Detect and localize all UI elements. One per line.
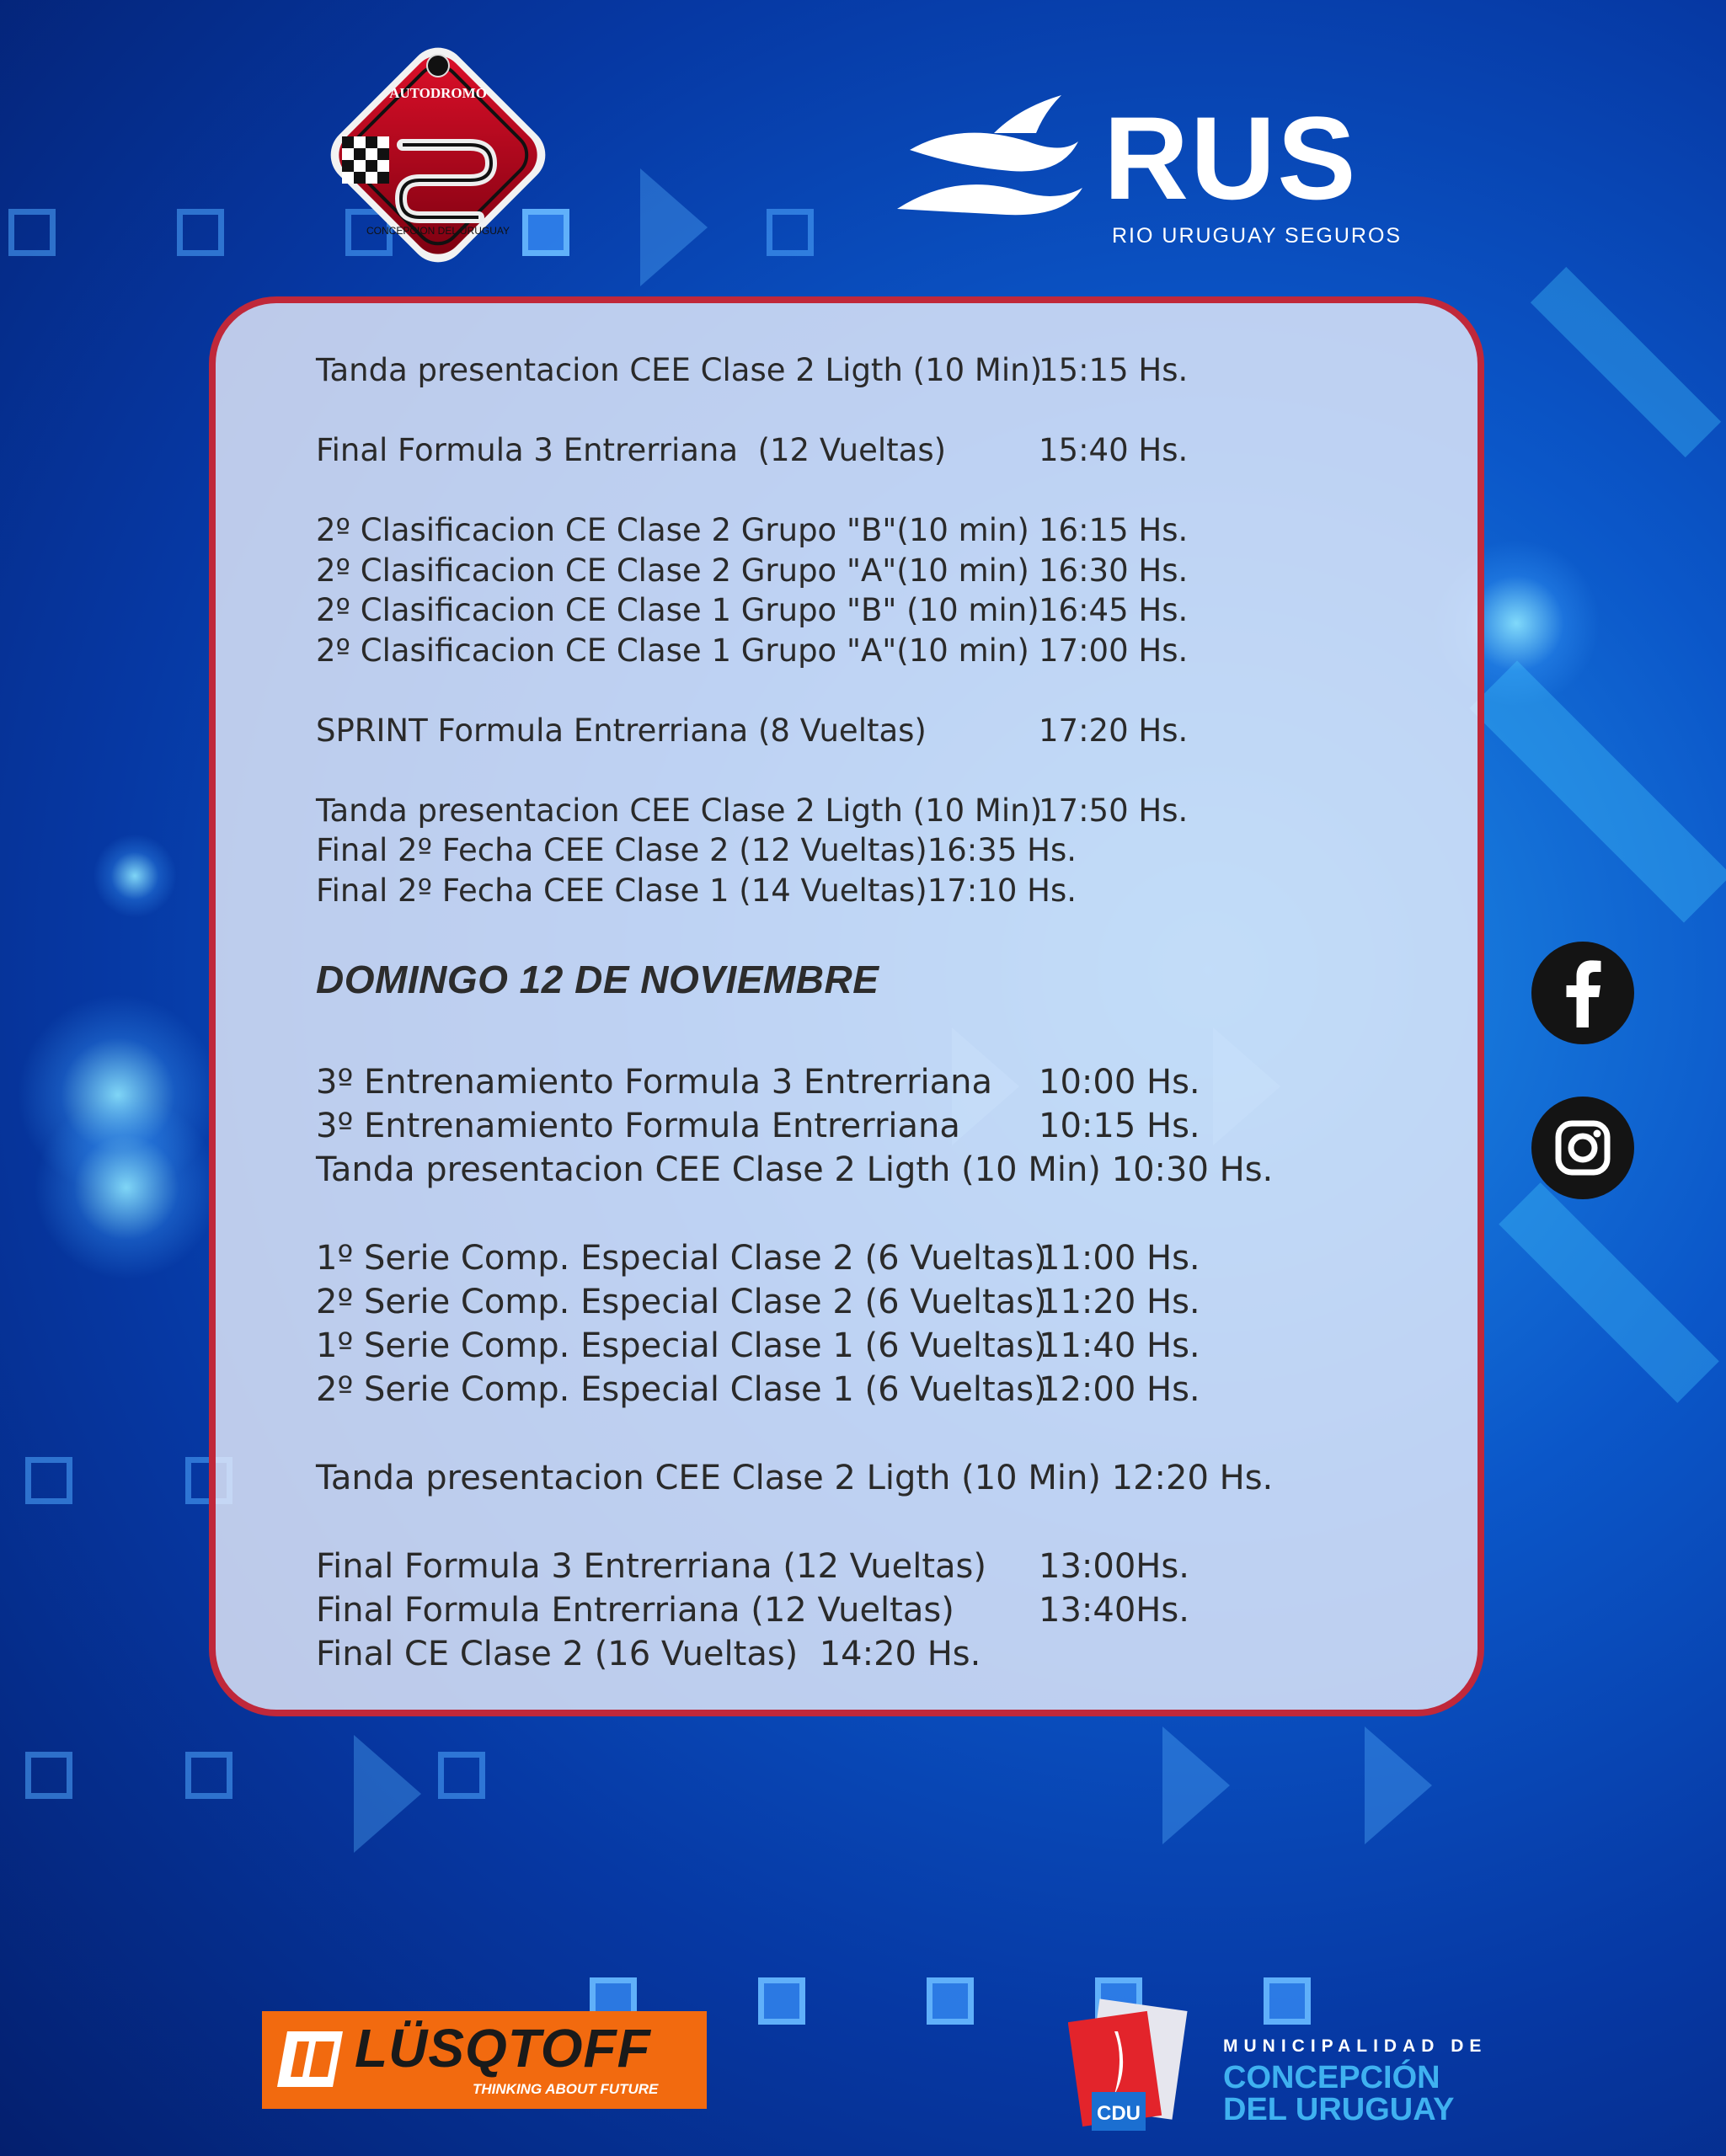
schedule-time: 13:00Hs. — [1039, 1547, 1189, 1586]
schedule-event: Final Formula Entrerriana (12 Vueltas) — [316, 1591, 954, 1630]
municipality-line3: DEL URUGUAY — [1223, 2092, 1455, 2127]
autodromo-logo: AUTODROMO CONCEPCION DEL URUGUAY — [318, 35, 558, 275]
schedule-event: Final 2º Fecha CEE Clase 2 (12 Vueltas)1… — [316, 832, 1077, 868]
schedule-time: 16:30 Hs. — [1039, 552, 1189, 589]
municipality-badge-text: CDU — [1097, 2102, 1141, 2125]
schedule-event: 3º Entrenamiento Formula Entrerriana — [316, 1107, 960, 1145]
municipality-logo-text: MUNICIPALIDAD DE CONCEPCIÓN DEL URUGUAY — [1223, 2036, 1487, 2126]
schedule-event: Final 2º Fecha CEE Clase 1 (14 Vueltas)1… — [316, 873, 1077, 909]
schedule-time: 13:40Hs. — [1039, 1591, 1189, 1630]
schedule-time: 15:15 Hs. — [1039, 352, 1189, 388]
municipality-line1: MUNICIPALIDAD DE — [1223, 2036, 1488, 2056]
schedule-time: 15:40 Hs. — [1039, 432, 1189, 468]
schedule-time: 11:40 Hs. — [1039, 1326, 1200, 1365]
schedule-time: 10:00 Hs. — [1039, 1063, 1200, 1102]
schedule-event: Tanda presentacion CEE Clase 2 Ligth (10… — [316, 1459, 1274, 1497]
schedule-event: 3º Entrenamiento Formula 3 Entrerriana — [316, 1063, 993, 1102]
rus-wave-icon — [897, 95, 1082, 216]
schedule-time: 11:00 Hs. — [1039, 1239, 1200, 1278]
schedule-event: Tanda presentacion CEE Clase 2 Ligth (10… — [316, 792, 1043, 829]
schedule-event: 1º Serie Comp. Especial Clase 1 (6 Vuelt… — [316, 1326, 1047, 1365]
schedule-time: 10:15 Hs. — [1039, 1107, 1200, 1145]
schedule-event: Final CE Clase 2 (16 Vueltas) 14:20 Hs. — [316, 1635, 981, 1673]
schedule-event: 2º Clasificacion CE Clase 1 Grupo "A"(10… — [316, 632, 1029, 669]
schedule-event: Tanda presentacion CEE Clase 2 Ligth (10… — [316, 352, 1043, 388]
schedule-event: 2º Serie Comp. Especial Clase 1 (6 Vuelt… — [316, 1370, 1047, 1409]
lusqtoff-sponsor-logo: LÜSQTOFF THINKING ABOUT FUTURE — [262, 2011, 707, 2109]
schedule-time: 17:20 Hs. — [1039, 712, 1189, 749]
schedule-event: 1º Serie Comp. Especial Clase 2 (6 Vuelt… — [316, 1239, 1047, 1278]
rus-wordmark: RUS — [1103, 92, 1358, 224]
schedule-event: 2º Clasificacion CE Clase 1 Grupo "B" (1… — [316, 592, 1039, 628]
schedule-event: 2º Clasificacion CE Clase 2 Grupo "A"(10… — [316, 552, 1029, 589]
schedule-time: 17:00 Hs. — [1039, 632, 1189, 669]
schedule-time: 12:00 Hs. — [1039, 1370, 1200, 1409]
lusqtoff-mark-icon — [277, 2031, 343, 2087]
schedule-event: Final Formula 3 Entrerriana (12 Vueltas) — [316, 432, 947, 468]
lusqtoff-wordmark: LÜSQTOFF — [355, 2018, 651, 2079]
rus-subtitle: RIO URUGUAY SEGUROS — [1112, 224, 1403, 248]
rus-sponsor-logo: RUS RIO URUGUAY SEGUROS — [893, 91, 1400, 251]
facebook-icon[interactable] — [1531, 942, 1634, 1044]
municipality-badge: CDU — [1067, 1998, 1194, 2137]
schedule-event: Final Formula 3 Entrerriana (12 Vueltas) — [316, 1547, 986, 1586]
schedule-card — [209, 296, 1484, 1716]
autodromo-ring-text: CONCEPCION DEL URUGUAY — [366, 225, 510, 237]
autodromo-top-text: AUTODROMO — [389, 85, 487, 101]
schedule-time: 11:20 Hs. — [1039, 1283, 1200, 1321]
schedule-time: 16:45 Hs. — [1039, 592, 1189, 628]
instagram-icon[interactable] — [1531, 1097, 1634, 1199]
schedule-event: 2º Clasificacion CE Clase 2 Grupo "B"(10… — [316, 512, 1029, 548]
schedule-event: Tanda presentacion CEE Clase 2 Ligth (10… — [316, 1150, 1274, 1189]
schedule-event: 2º Serie Comp. Especial Clase 2 (6 Vuelt… — [316, 1283, 1047, 1321]
sunday-heading: DOMINGO 12 DE NOVIEMBRE — [316, 958, 879, 1001]
schedule-event: SPRINT Formula Entrerriana (8 Vueltas) — [316, 712, 927, 749]
schedule-time: 17:50 Hs. — [1039, 792, 1189, 829]
lusqtoff-tagline: THINKING ABOUT FUTURE — [473, 2081, 659, 2097]
schedule-time: 16:15 Hs. — [1039, 512, 1189, 548]
municipality-line2: CONCEPCIÓN — [1223, 2060, 1440, 2095]
